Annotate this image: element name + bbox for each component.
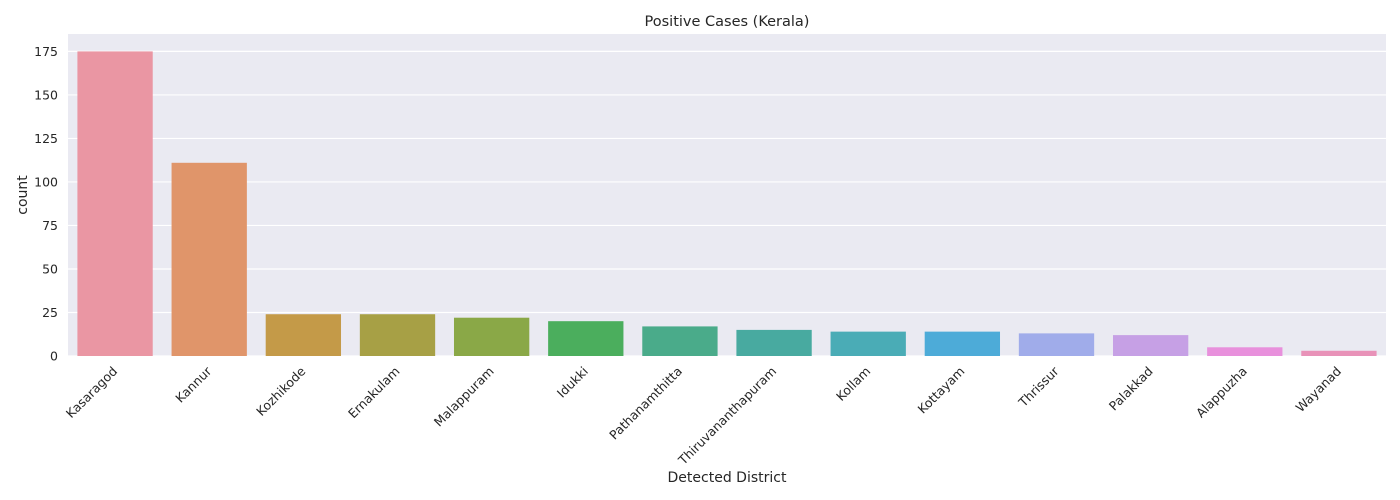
x-tick-label: Thrissur: [1015, 363, 1062, 410]
x-tick-label: Thiruvananthapuram: [675, 364, 780, 469]
x-tick-label: Pathanamthitta: [606, 364, 685, 443]
gridlines: [68, 50, 1386, 357]
x-tick-label: Malappuram: [431, 364, 497, 430]
y-tick-label: 100: [34, 174, 58, 189]
bar-kollam: [830, 331, 906, 356]
x-tick-label: Palakkad: [1106, 364, 1156, 414]
x-tick-label: Kannur: [172, 363, 215, 406]
plot-area: [68, 34, 1386, 356]
y-tick-label: 150: [34, 87, 58, 102]
x-tick-label: Ernakulam: [345, 364, 403, 422]
x-tick-label: Alappuzha: [1193, 364, 1250, 421]
bar-kannur: [171, 162, 247, 356]
y-tick-label: 125: [34, 131, 58, 146]
bar-kasaragod: [77, 51, 153, 357]
x-tick-label: Wayanad: [1293, 364, 1344, 415]
y-tick-label: 0: [50, 349, 58, 364]
y-tick-label: 25: [42, 305, 58, 320]
bar-malappuram: [453, 317, 530, 356]
y-tick-label: 50: [42, 261, 58, 276]
x-tick-label: Kottayam: [915, 364, 968, 417]
x-tick-label: Idukki: [554, 364, 591, 401]
bar-ernakulam: [359, 314, 436, 356]
bar-thiruvananthapuram: [736, 329, 812, 356]
y-tick-label: 175: [34, 44, 58, 59]
bar-pathanamthitta: [642, 326, 718, 356]
bar-kottayam: [924, 331, 1001, 356]
y-axis-label: count: [15, 175, 31, 215]
bar-thrissur: [1018, 333, 1095, 356]
x-tick-label: Kollam: [833, 364, 873, 404]
bar-idukki: [548, 321, 624, 356]
chart-title: Positive Cases (Kerala): [645, 14, 810, 30]
y-tick-label: 75: [42, 218, 58, 233]
bars: [77, 51, 1377, 357]
bar-palakkad: [1112, 335, 1189, 356]
y-axis-ticks: 0 25 50 75 100 125 150 175: [34, 44, 58, 364]
x-axis-ticks: Kasaragod Kannur Kozhikode Ernakulam Malappu…: [63, 363, 1344, 468]
x-tick-label: Kasaragod: [63, 364, 120, 421]
bar-alappuzha: [1207, 347, 1283, 356]
bar-kozhikode: [265, 314, 342, 356]
x-axis-label: Detected District: [668, 470, 787, 486]
bar-wayanad: [1301, 350, 1377, 356]
x-tick-label: Kozhikode: [253, 363, 309, 419]
